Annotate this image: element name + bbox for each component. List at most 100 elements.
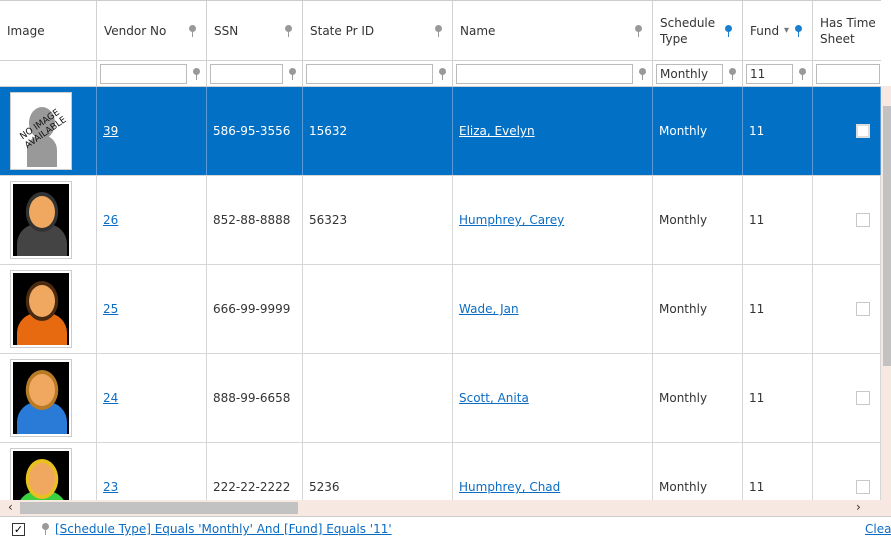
cell-text: 11	[749, 124, 765, 138]
horizontal-scroll-thumb[interactable]	[20, 502, 298, 514]
filter-input-has-time-sheet[interactable]	[816, 63, 880, 84]
scroll-left-icon[interactable]: ‹	[8, 500, 13, 514]
header-tools: ▾	[784, 23, 804, 39]
column-header-label: Name	[460, 23, 496, 38]
column-header-vendor-no[interactable]: Vendor No	[97, 1, 207, 61]
avatar-image	[13, 273, 69, 345]
filter-input-name[interactable]	[456, 63, 633, 84]
table-row[interactable]: NO IMAGE AVAILABLE 39 586-95-3556 15632 Eliz…	[0, 87, 881, 176]
filter-cell	[303, 61, 453, 87]
column-header-label: Fund	[750, 23, 780, 38]
link-vendor-no[interactable]: 24	[103, 391, 119, 405]
filter-operator-icon[interactable]	[438, 67, 448, 80]
column-header-state-pr-id[interactable]: State Pr ID	[303, 1, 453, 61]
filter-pin-icon[interactable]	[284, 24, 294, 37]
vendor-photo: NO IMAGE AVAILABLE	[10, 92, 72, 170]
filter-operator-icon[interactable]	[288, 67, 298, 80]
column-header-has-time-sheet[interactable]: Has Time Sheet	[813, 1, 881, 61]
clear-filter-link[interactable]: Clear	[865, 522, 891, 536]
filter-pin-icon[interactable]	[434, 24, 444, 37]
cell-text: 5236	[309, 480, 340, 494]
has-time-sheet-checkbox[interactable]	[856, 391, 870, 405]
has-time-sheet-checkbox[interactable]	[856, 124, 870, 138]
scroll-right-icon[interactable]: ›	[856, 500, 861, 514]
filter-cell	[207, 61, 303, 87]
filter-input-vendor-no[interactable]	[100, 63, 187, 84]
cell-state-pr-id	[303, 265, 453, 353]
column-header-schedule-type[interactable]: Schedule Type	[653, 1, 743, 61]
vertical-scrollbar[interactable]	[881, 86, 891, 500]
cell-text: 11	[749, 480, 765, 494]
cell-vendor-no: 23	[97, 443, 207, 500]
link-vendor-no[interactable]: 26	[103, 213, 119, 227]
cell-ssn: 586-95-3556	[207, 87, 303, 175]
column-header-ssn[interactable]: SSN	[207, 1, 303, 61]
cell-text: Monthly	[659, 302, 708, 316]
filter-cell	[97, 61, 207, 87]
table-row[interactable]: 26 852-88-8888 56323 Humphrey, Carey Monthly…	[0, 176, 881, 265]
filter-pin-icon[interactable]	[188, 24, 198, 37]
cell-has-time-sheet	[813, 176, 881, 264]
has-time-sheet-checkbox[interactable]	[856, 302, 870, 316]
filter-pin-icon[interactable]	[794, 24, 804, 37]
cell-image	[0, 354, 97, 442]
filter-operator-icon[interactable]	[638, 67, 648, 80]
header-tools	[429, 24, 444, 37]
cell-text: 11	[749, 391, 765, 405]
cell-has-time-sheet	[813, 354, 881, 442]
avatar-image	[13, 184, 69, 256]
has-time-sheet-checkbox[interactable]	[856, 480, 870, 494]
filter-expression-link[interactable]: [Schedule Type] Equals 'Monthly' And [Fu…	[55, 522, 392, 536]
filter-pin-icon[interactable]	[634, 24, 644, 37]
filter-operator-icon[interactable]	[192, 67, 202, 80]
link-vendor-no[interactable]: 25	[103, 302, 119, 316]
cell-state-pr-id: 5236	[303, 443, 453, 500]
cell-text: 888-99-6658	[213, 391, 291, 405]
cell-state-pr-id: 56323	[303, 176, 453, 264]
link-name[interactable]: Scott, Anita	[459, 391, 529, 405]
horizontal-scrollbar[interactable]: ‹ ›	[0, 500, 891, 516]
cell-text: 586-95-3556	[213, 124, 291, 138]
has-time-sheet-checkbox[interactable]	[856, 213, 870, 227]
table-row[interactable]: 25 666-99-9999 Wade, Jan Monthly 11	[0, 265, 881, 354]
cell-schedule-type: Monthly	[653, 354, 743, 442]
vendor-photo	[10, 181, 72, 259]
cell-vendor-no: 25	[97, 265, 207, 353]
table-row[interactable]: 24 888-99-6658 Scott, Anita Monthly 11	[0, 354, 881, 443]
cell-fund: 11	[743, 87, 813, 175]
vertical-scroll-thumb[interactable]	[883, 106, 891, 366]
cell-fund: 11	[743, 443, 813, 500]
cell-vendor-no: 26	[97, 176, 207, 264]
filter-input-fund[interactable]	[746, 63, 793, 84]
cell-text: 56323	[309, 213, 348, 227]
cell-text: Monthly	[659, 480, 708, 494]
column-header-image[interactable]: Image	[0, 1, 97, 61]
link-name[interactable]: Humphrey, Carey	[459, 213, 565, 227]
placeholder-silhouette	[29, 107, 55, 139]
column-header-name[interactable]: Name	[453, 1, 653, 61]
column-header-fund[interactable]: Fund ▾	[743, 1, 813, 61]
cell-text: 666-99-9999	[213, 302, 291, 316]
filter-pin-icon[interactable]	[724, 24, 734, 37]
filter-input-schedule-type[interactable]	[656, 63, 723, 84]
cell-image	[0, 176, 97, 264]
cell-ssn: 852-88-8888	[207, 176, 303, 264]
link-name[interactable]: Wade, Jan	[459, 302, 519, 316]
link-name[interactable]: Humphrey, Chad	[459, 480, 561, 494]
cell-name: Humphrey, Carey	[453, 176, 653, 264]
header-tools	[183, 24, 198, 37]
filter-input-ssn[interactable]	[210, 63, 283, 84]
cell-ssn: 222-22-2222	[207, 443, 303, 500]
table-row[interactable]: 23 222-22-2222 5236 Humphrey, Chad Monthly 11	[0, 443, 881, 500]
link-vendor-no[interactable]: 39	[103, 124, 119, 138]
filter-operator-icon[interactable]	[728, 67, 738, 80]
vendor-grid: Image Vendor No SSN State Pr ID Name Schedule…	[0, 0, 881, 500]
filter-operator-icon[interactable]	[798, 67, 808, 80]
link-name[interactable]: Eliza, Evelyn	[459, 124, 535, 138]
link-vendor-no[interactable]: 23	[103, 480, 119, 494]
sort-desc-icon[interactable]: ▾	[783, 24, 789, 36]
cell-has-time-sheet	[813, 443, 881, 500]
filter-input-state-pr-id[interactable]	[306, 63, 433, 84]
cell-image	[0, 443, 97, 500]
filter-enabled-checkbox[interactable]: ✓	[12, 522, 25, 536]
